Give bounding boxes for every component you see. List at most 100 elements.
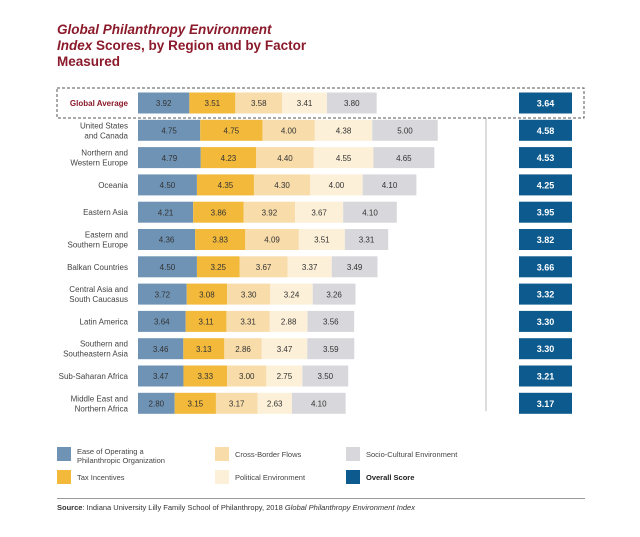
legend-item-tax: Tax Incentives [57,470,195,484]
bar-value-political: 3.67 [311,208,327,217]
bar-segment-political [295,201,344,223]
bar-segment-cross [227,283,271,305]
row-label: Latin America [80,317,129,326]
bar-segment-political [269,310,308,332]
bar-segment-cross [239,256,288,278]
bar-value-socio: 4.65 [396,154,412,163]
bar-value-socio: 5.00 [397,127,413,136]
bar-segment-cross [245,229,299,250]
row-label: Eastern and Southern Europe [68,231,129,250]
overall-score-value: 3.95 [537,208,555,218]
bar-segment-tax [196,256,240,278]
overall-score-value: 4.53 [537,153,555,163]
bar-value-ease: 4.36 [159,236,175,245]
bar-value-tax: 3.83 [212,236,228,245]
bar-value-political: 3.51 [314,236,330,245]
bar-value-cross: 3.67 [256,263,272,272]
bar-value-political: 2.63 [267,400,283,409]
bar-value-tax: 3.51 [205,99,221,108]
bar-value-cross: 4.40 [277,154,293,163]
bar-segment-cross [224,338,262,360]
row-label: Southern and Southeastern Asia [63,340,128,359]
bar-value-ease: 2.80 [149,400,165,409]
bar-segment-political [287,256,332,278]
legend-swatch [346,470,360,484]
bar-segment-political [310,174,363,196]
legend-item-political: Political Environment [215,470,353,484]
bar-segment-socio [307,310,355,332]
row-label-line: Eastern and [85,231,128,240]
legend-label: Socio-Cultural Environment [366,447,484,459]
row-label-line: Global Average [70,99,129,108]
bar-value-tax: 4.23 [221,154,237,163]
bar-segment-political [282,92,327,114]
bar-segment-socio [343,201,397,223]
bar-segment-socio [307,338,355,360]
bar-value-cross: 3.30 [241,290,257,299]
bar-segment-ease [138,338,184,360]
bar-segment-ease [138,174,197,196]
overall-score-bar [519,365,572,387]
legend-item-ease: Ease of Operating a Philanthropic Organiz… [57,447,195,465]
bar-value-tax: 3.11 [199,318,215,327]
legend-item-socio: Socio-Cultural Environment [346,447,484,461]
row-label: Central Asia and South Caucasus [69,285,128,304]
row-label-line: Northern and [81,149,128,158]
overall-score-value: 3.30 [537,317,555,327]
chart-title: Global Philanthropy Environment Index Sc… [57,22,357,70]
bar-segment-political [270,283,313,305]
bar-value-socio: 3.49 [347,263,363,272]
row-label: Northern and Western Europe [70,149,128,168]
bar-value-socio: 3.31 [359,236,375,245]
legend-item-overall: Overall Score [346,470,484,484]
bar-value-cross: 4.09 [264,236,280,245]
bar-value-socio: 4.10 [382,181,398,190]
bar-value-ease: 4.50 [160,181,176,190]
bar-segment-ease [138,201,194,223]
legend-label: Ease of Operating a Philanthropic Organiz… [77,447,195,465]
bar-segment-ease [138,119,201,141]
bar-segment-socio [362,174,417,196]
row-label-line: Southern Europe [68,241,129,250]
overall-score-bar [519,174,572,196]
row-label-line: and Canada [84,131,128,140]
bar-value-socio: 3.26 [326,290,342,299]
row-label-line: Eastern Asia [83,208,128,217]
row-label-line: Balkan Countries [67,263,128,272]
bar-segment-ease [138,365,184,387]
bar-value-cross: 3.00 [239,372,255,381]
overall-score-value: 4.58 [537,126,555,136]
bar-segment-cross [215,392,258,414]
bar-value-ease: 4.79 [162,154,178,163]
bar-value-tax: 4.75 [224,127,240,136]
bar-value-ease: 4.21 [158,208,174,217]
bar-value-socio: 3.56 [323,318,339,327]
bar-segment-socio [291,392,346,414]
overall-score-value: 3.30 [537,344,555,354]
row-label-line: Southeastern Asia [63,350,128,359]
global-average-highlight [56,87,585,119]
bar-segment-tax [183,365,228,387]
bar-segment-tax [183,338,225,360]
row-label: Global Average [70,99,129,108]
bar-segment-ease [138,92,190,114]
bar-value-ease: 4.75 [161,127,177,136]
legend-swatch [215,447,229,461]
row-label-line: Southern and [80,340,128,349]
bar-value-cross: 3.31 [240,318,256,327]
row-label-line: Northern Africa [75,404,129,413]
bar-segment-political [314,119,373,141]
row-label: Oceania [98,181,128,190]
legend-label: Overall Score [366,470,484,482]
bar-segment-cross [262,119,315,141]
bar-value-socio: 3.59 [323,345,339,354]
bar-value-ease: 3.72 [155,290,171,299]
row-label: Balkan Countries [67,263,128,272]
bar-segment-ease [138,283,187,305]
bar-segment-cross [226,310,270,332]
legend-label: Political Environment [235,470,353,482]
legend-label-line: Socio-Cultural Environment [366,450,458,459]
bar-value-political: 4.55 [336,154,352,163]
bar-value-ease: 3.47 [153,372,169,381]
bar-segment-socio [372,119,438,141]
